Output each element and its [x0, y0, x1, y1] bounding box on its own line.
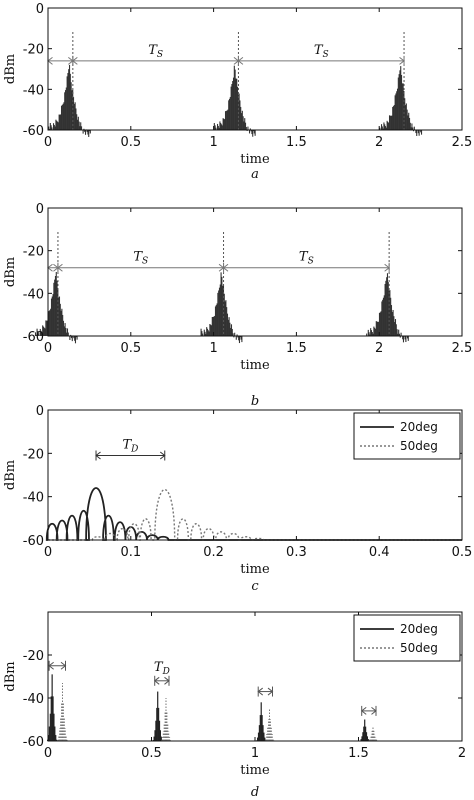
panel-caption: c: [251, 579, 259, 594]
legend-box: [353, 412, 461, 460]
x-tick-label: 1: [209, 341, 217, 356]
y-tick-label: 0: [36, 202, 44, 217]
axes-box: [47, 7, 463, 131]
x-tick-label: 1.5: [286, 341, 307, 356]
x-tick-label: 0.1: [120, 545, 141, 560]
x-tick-label: 0.3: [286, 545, 307, 560]
y-tick-label: -40: [23, 692, 44, 707]
y-tick-label: -20: [23, 43, 44, 58]
x-tick-label: 0: [44, 341, 52, 356]
y-tick-label: -40: [23, 491, 44, 506]
pulse: [379, 66, 423, 136]
series-50deg: [57, 682, 378, 741]
pulse: [366, 273, 409, 343]
period-label: TS: [133, 250, 148, 267]
legend-box: [353, 614, 461, 662]
y-axis-label: dBm: [3, 661, 18, 691]
pulse: [213, 65, 256, 137]
period-label: TS: [148, 43, 163, 60]
x-tick-label: 0.5: [120, 135, 141, 150]
y-tick-label: -60: [23, 330, 44, 345]
x-axis-label: time: [240, 562, 270, 577]
x-tick-label: 1.5: [348, 746, 369, 761]
x-axis-label: time: [240, 152, 270, 167]
x-tick-label: 0.5: [141, 746, 162, 761]
y-tick-label: -40: [23, 83, 44, 98]
period-label: TS: [314, 43, 329, 60]
x-tick-label: 1: [209, 135, 217, 150]
period-arrow: [222, 262, 390, 273]
y-tick-label: -20: [23, 649, 44, 664]
y-tick-label: -20: [23, 447, 44, 462]
delay-arrow: [153, 675, 170, 686]
x-tick-label: 1.5: [286, 135, 307, 150]
y-tick-label: -40: [23, 287, 44, 302]
pulse: [48, 64, 91, 137]
y-tick-label: 0: [36, 2, 44, 17]
delay-label: TD: [122, 438, 138, 455]
y-tick-label: 0: [36, 404, 44, 419]
panel-d: TD 0 0.5 1 1.5 2 -20 -40 -60 time dBm d 20deg 50deg: [3, 611, 466, 800]
period-arrow: [237, 55, 405, 66]
x-tick-label: 0.5: [452, 545, 473, 560]
panel-b: TS TS 0 0.5 1 1.5 2 2.5 0 -20 -40 -60 time dBm b: [3, 202, 472, 409]
x-axis-label: time: [240, 763, 270, 778]
period-arrow: [47, 55, 74, 66]
y-tick-label: -60: [23, 124, 44, 139]
legend-entry: 50deg: [400, 439, 438, 453]
x-tick-label: 0.4: [369, 545, 390, 560]
y-axis-label: dBm: [3, 460, 18, 490]
delay-arrow: [48, 660, 67, 671]
x-tick-label: 0: [44, 135, 52, 150]
series-20deg: [45, 487, 462, 541]
x-tick-label: 0: [44, 545, 52, 560]
x-tick-label: 2.5: [452, 341, 473, 356]
y-tick-label: -60: [23, 534, 44, 549]
legend-entry: 50deg: [400, 641, 438, 655]
x-tick-label: 2: [458, 746, 466, 761]
axes-box: [47, 207, 463, 337]
delay-label: TD: [154, 660, 170, 677]
panel-caption: a: [251, 167, 259, 182]
series-20deg: [47, 674, 370, 741]
delay-arrow: [257, 686, 274, 697]
x-tick-label: 2: [375, 341, 383, 356]
x-tick-label: 0: [44, 746, 52, 761]
panel-c: TD 0 0.1 0.2 0.3 0.4 0.5 0 -20 -40 -60 time dBm c 20de…: [3, 404, 472, 594]
legend: 20deg 50deg: [353, 614, 461, 662]
panel-caption: b: [251, 394, 259, 409]
legend-entry: 20deg: [400, 420, 438, 434]
x-tick-label: 0.5: [120, 341, 141, 356]
series-50deg: [48, 489, 462, 541]
panel-caption: d: [251, 785, 259, 800]
x-tick-label: 1: [251, 746, 259, 761]
legend-entry: 20deg: [400, 622, 438, 636]
delay-arrow: [95, 450, 166, 461]
x-tick-label: 2: [375, 135, 383, 150]
axes-box: [47, 409, 463, 541]
x-axis-label: time: [240, 358, 270, 373]
legend: 20deg 50deg: [353, 412, 461, 460]
y-axis-label: dBm: [3, 54, 18, 84]
period-arrow: [47, 262, 59, 273]
y-tick-label: -20: [23, 245, 44, 260]
x-tick-label: 0.2: [203, 545, 224, 560]
x-tick-label: 2.5: [452, 135, 473, 150]
delay-arrow: [360, 705, 377, 716]
panel-a: TS TS 0 0.5 1 1.5 2 2.5 0 -20 -40 -60 time dBm a: [3, 2, 472, 182]
y-tick-label: -60: [23, 735, 44, 750]
period-label: TS: [299, 250, 314, 267]
pulse: [200, 272, 243, 344]
y-axis-label: dBm: [3, 257, 18, 287]
